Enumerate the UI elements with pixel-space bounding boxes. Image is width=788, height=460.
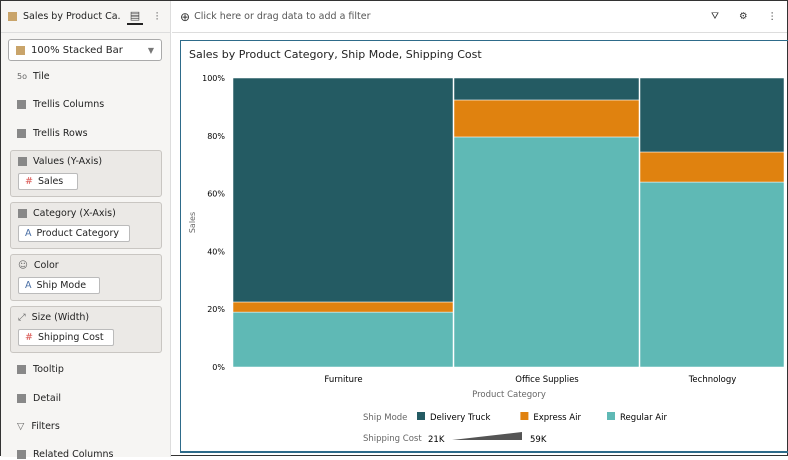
stacked-bar-chart[interactable]: 0% 20% 40% 60% 80% 100% Sales Furniture Office S… xyxy=(181,41,788,451)
size-drop-zone[interactable]: ⤢ Size (Width) # Shipping Cost xyxy=(10,306,162,353)
y-tick-label: 20% xyxy=(207,305,225,314)
size-legend-min: 21K xyxy=(428,435,445,445)
size-legend-title: Shipping Cost xyxy=(363,434,422,444)
bar-segment xyxy=(232,77,454,303)
bar-segment xyxy=(453,136,640,368)
filter-icon: ▽ xyxy=(17,421,25,432)
legend-label: Regular Air xyxy=(620,413,667,423)
y-tick-label: 80% xyxy=(207,132,225,141)
legend-label: Delivery Truck xyxy=(430,413,490,423)
drop-zone-label: Size (Width) xyxy=(31,312,90,323)
related-columns-icon xyxy=(17,450,26,459)
y-tick-label: 60% xyxy=(207,190,225,199)
filter-toggle-icon[interactable]: ⛛ xyxy=(710,11,719,22)
bar-chart-icon xyxy=(8,12,17,21)
x-axis-title: Product Category xyxy=(472,390,546,400)
trellis-columns-icon xyxy=(17,100,26,109)
values-icon xyxy=(18,157,27,166)
tile-icon: 5o xyxy=(17,72,27,81)
palette-icon: ☺ xyxy=(18,260,28,271)
legend-swatch xyxy=(417,412,425,420)
values-drop-zone[interactable]: Values (Y-Axis) # Sales xyxy=(10,150,162,197)
measure-icon: # xyxy=(25,332,33,343)
category-icon xyxy=(18,209,27,218)
chart-type-select[interactable]: 100% Stacked Bar ▼ xyxy=(8,39,162,61)
tooltip-label: Tooltip xyxy=(33,364,64,375)
x-tick-label: Furniture xyxy=(324,375,362,385)
legend-swatch xyxy=(520,412,529,420)
chart-title: Sales by Product Category, Ship Mode, Sh… xyxy=(189,48,482,61)
color-drop-zone[interactable]: ☺ Color A Ship Mode xyxy=(10,254,162,301)
detail-item[interactable]: Detail xyxy=(17,393,61,404)
trellis-columns-item[interactable]: Trellis Columns xyxy=(17,99,104,110)
y-tick-label: 100% xyxy=(202,74,225,83)
x-tick-label: Office Supplies xyxy=(515,375,579,385)
chart-card: Sales by Product Category, Ship Mode, Sh… xyxy=(180,40,788,453)
measure-icon: # xyxy=(25,176,33,187)
stacked-bar-icon xyxy=(16,45,25,55)
size-legend-wedge xyxy=(452,432,522,440)
filters-item[interactable]: ▽ Filters xyxy=(17,421,60,432)
pill-label: Sales xyxy=(37,176,64,187)
pill-label: Shipping Cost xyxy=(37,332,104,343)
trellis-rows-item[interactable]: Trellis Rows xyxy=(17,128,88,139)
bar-segment xyxy=(453,77,640,101)
drop-zone-label: Values (Y-Axis) xyxy=(33,156,103,167)
properties-icon[interactable]: ⫶ xyxy=(155,9,159,23)
category-drop-zone[interactable]: Category (X-Axis) A Product Category xyxy=(10,202,162,249)
legend-title: Ship Mode xyxy=(363,413,407,423)
drop-zone-label: Color xyxy=(33,260,59,271)
x-tick-label: Technology xyxy=(688,375,737,385)
settings-icon[interactable]: ⚙ xyxy=(738,11,748,22)
chart-type-value: 100% Stacked Bar xyxy=(31,44,123,56)
detail-icon xyxy=(17,394,26,403)
size-legend-max: 59K xyxy=(530,435,547,445)
bar-segment xyxy=(639,181,785,368)
drop-zone-label: Category (X-Axis) xyxy=(33,208,116,219)
attribute-icon: A xyxy=(25,228,32,239)
bar-segment xyxy=(232,301,454,313)
related-columns-item[interactable]: Related Columns xyxy=(17,449,113,460)
shipping-cost-pill[interactable]: # Shipping Cost xyxy=(18,329,114,346)
ship-mode-pill[interactable]: A Ship Mode xyxy=(18,277,100,294)
trellis-rows-icon xyxy=(17,129,26,138)
bar-segment xyxy=(639,151,785,183)
tile-label: Tile xyxy=(33,71,50,82)
bar-segment xyxy=(232,311,454,368)
add-filter-icon[interactable]: ⊕ xyxy=(180,9,191,24)
pill-label: Product Category xyxy=(36,228,120,239)
trellis-rows-label: Trellis Rows xyxy=(33,128,88,139)
y-tick-label: 40% xyxy=(207,247,225,256)
attribute-icon: A xyxy=(25,280,32,291)
product-category-pill[interactable]: A Product Category xyxy=(18,225,130,242)
more-icon[interactable]: ⋮ xyxy=(767,11,778,22)
resize-icon: ⤢ xyxy=(18,312,26,323)
sales-pill[interactable]: # Sales xyxy=(18,173,78,190)
legend-label: Express Air xyxy=(533,413,581,423)
visualization-tab-title[interactable]: Sales by Product Ca... xyxy=(23,11,121,22)
tooltip-icon xyxy=(17,365,26,374)
detail-label: Detail xyxy=(33,393,61,404)
tooltip-item[interactable]: Tooltip xyxy=(17,364,64,375)
chevron-down-icon: ▼ xyxy=(147,45,154,55)
y-axis-title: Sales xyxy=(188,212,197,233)
legend-swatch xyxy=(607,412,615,420)
y-tick-label: 0% xyxy=(212,363,225,372)
related-columns-label: Related Columns xyxy=(33,449,114,460)
filters-label: Filters xyxy=(31,421,60,432)
grammar-panel: Sales by Product Ca... ▤ ⫶ 100% Stacked … xyxy=(1,1,171,460)
grammar-icon[interactable]: ▤ xyxy=(127,9,143,25)
bar-segment xyxy=(453,99,640,138)
filter-bar[interactable]: ⊕ Click here or drag data to add a filte… xyxy=(172,1,787,33)
trellis-columns-label: Trellis Columns xyxy=(33,99,105,110)
pill-label: Ship Mode xyxy=(36,280,87,291)
tile-item[interactable]: 5o Tile xyxy=(17,71,50,82)
bar-segment xyxy=(639,77,785,153)
filter-placeholder[interactable]: Click here or drag data to add a filter xyxy=(194,11,371,22)
